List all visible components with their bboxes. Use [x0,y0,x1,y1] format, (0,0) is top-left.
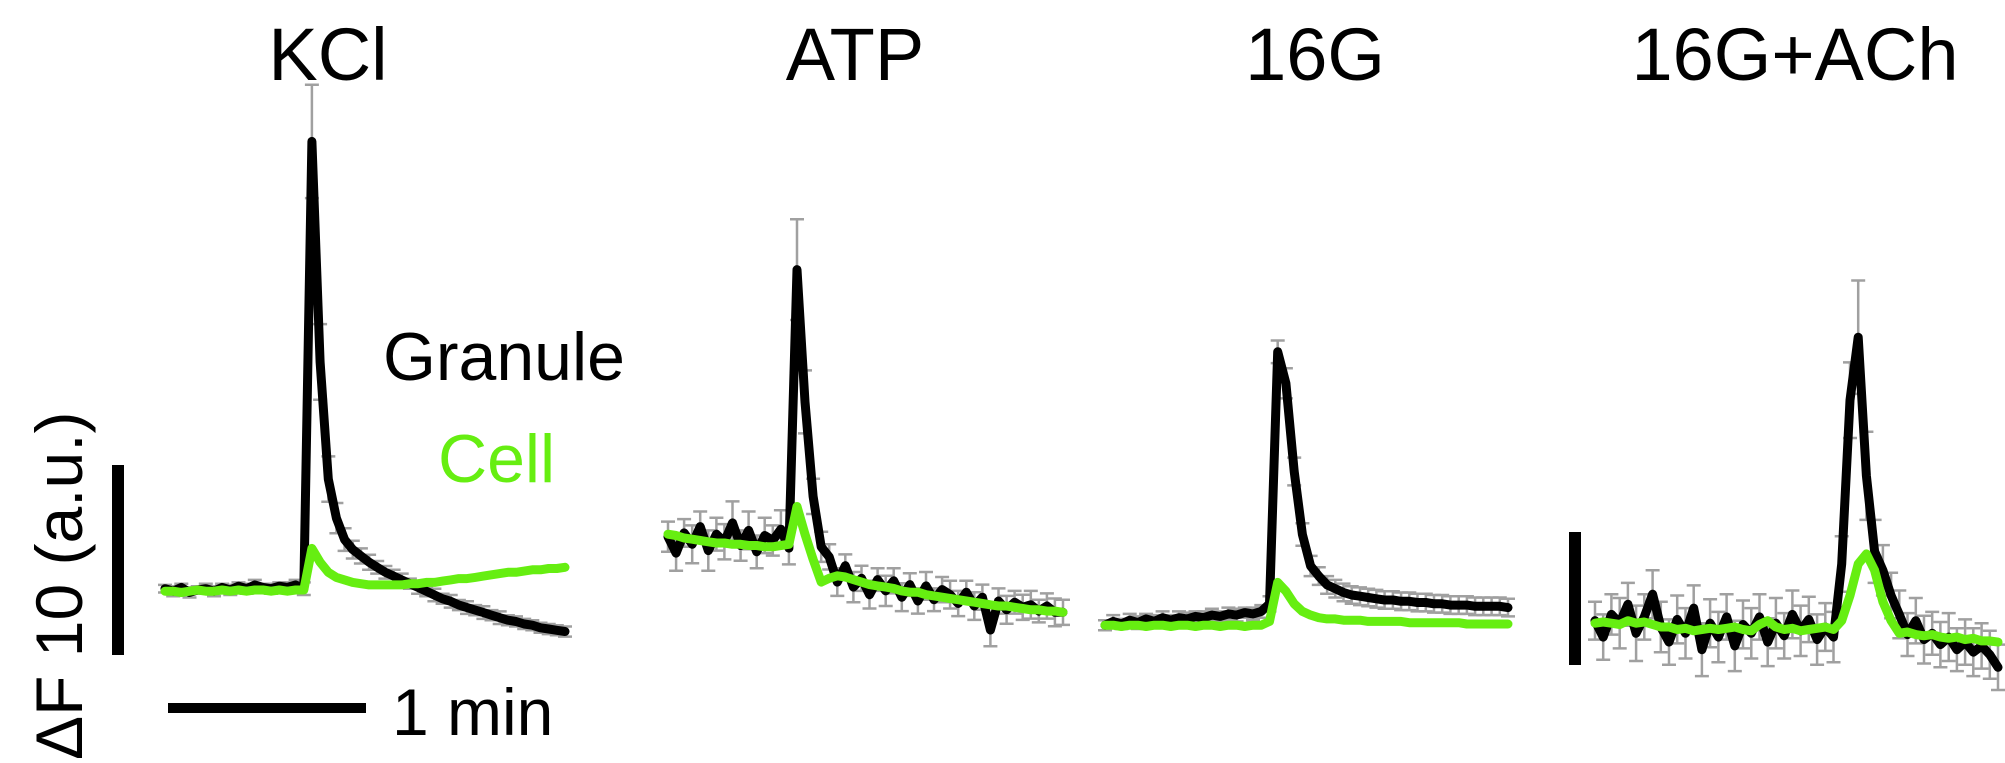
legend-granule-label: Granule [383,319,625,395]
amplitude-scale-label: ΔF 10 (a.u.) [22,411,96,760]
legend-cell-label: Cell [438,421,555,497]
panel-title-16g: 16G [1245,13,1385,96]
cell-trace-16g-ach [1590,549,2003,647]
granule-trace-16g [1100,347,1513,630]
panel-title-kcl: KCl [268,13,387,96]
trace-panel-16g-ach [1588,279,2005,692]
trace-panel-16g [1098,339,1515,632]
cell-trace-atp [663,502,1068,617]
granule-trace-16g-ach [1590,332,2003,672]
time-scale-label: 1 min [392,675,553,749]
panel-title-atp: ATP [786,13,924,96]
trace-panel-kcl [158,83,572,638]
cell-trace-kcl [160,543,570,597]
panel-title-16g-ach: 16G+ACh [1631,13,1958,96]
cell-trace-16g [1100,577,1513,631]
granule-trace-atp [663,265,1068,635]
trace-panel-atp [661,217,1070,648]
